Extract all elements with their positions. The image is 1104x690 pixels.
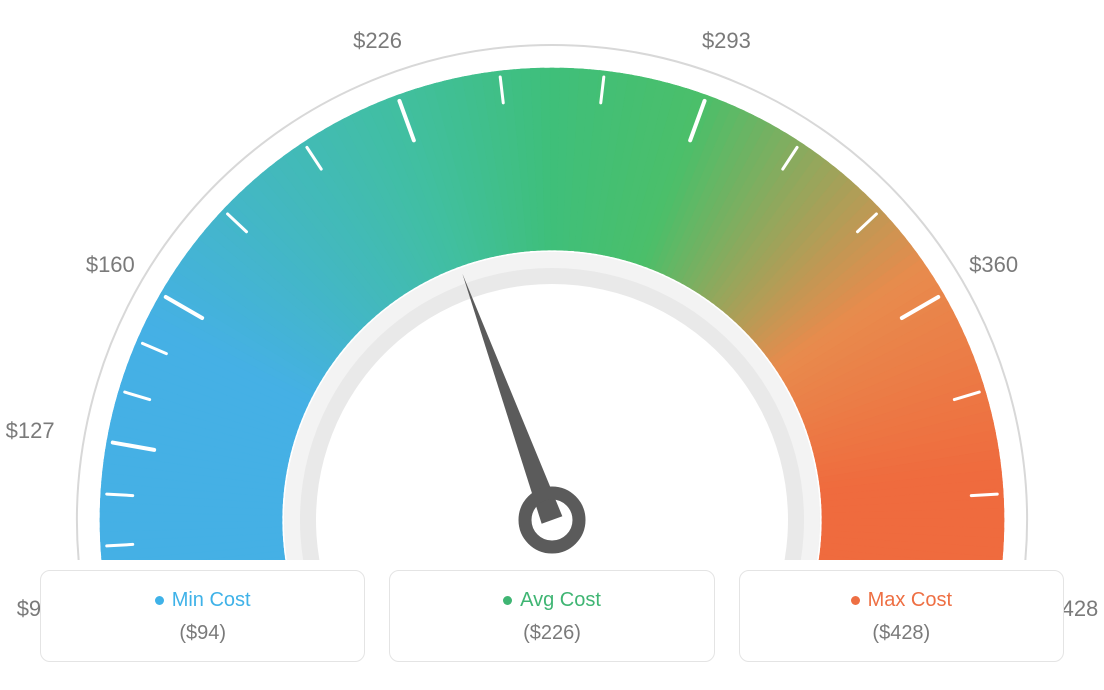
cost-gauge-container: $94$127$160$226$293$360$428 Min Cost ($9… <box>0 0 1104 690</box>
legend-card-avg: Avg Cost ($226) <box>389 570 714 662</box>
legend-value-max: ($428) <box>750 622 1053 645</box>
legend-title-max: Max Cost <box>851 589 952 612</box>
legend-value-min: ($94) <box>51 622 354 645</box>
legend-label-max: Max Cost <box>868 589 952 612</box>
gauge-area: $94$127$160$226$293$360$428 <box>0 0 1104 560</box>
legend-dot-avg <box>503 596 512 605</box>
gauge-scale-label: $226 <box>353 28 402 54</box>
gauge-svg <box>0 0 1104 560</box>
legend-dot-min <box>155 596 164 605</box>
legend-value-avg: ($226) <box>400 622 703 645</box>
gauge-scale-label: $293 <box>702 28 751 54</box>
gauge-scale-label: $160 <box>86 252 135 278</box>
legend-title-avg: Avg Cost <box>503 589 601 612</box>
legend-card-min: Min Cost ($94) <box>40 570 365 662</box>
legend-title-min: Min Cost <box>155 589 251 612</box>
legend-card-max: Max Cost ($428) <box>739 570 1064 662</box>
gauge-scale-label: $127 <box>6 418 55 444</box>
gauge-scale-label: $360 <box>969 252 1018 278</box>
legend-label-avg: Avg Cost <box>520 589 601 612</box>
legend-row: Min Cost ($94) Avg Cost ($226) Max Cost … <box>40 570 1064 662</box>
legend-dot-max <box>851 596 860 605</box>
legend-label-min: Min Cost <box>172 589 251 612</box>
